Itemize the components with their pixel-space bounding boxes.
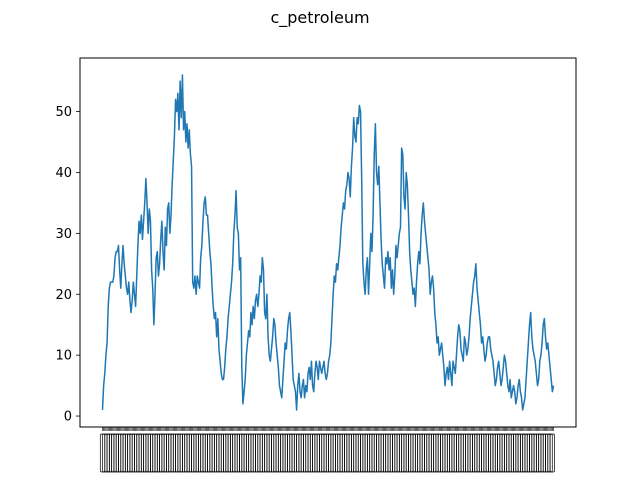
y-tick-label: 10	[55, 349, 72, 364]
y-axis: 0 10 20 30 40 50	[55, 105, 80, 425]
x-tick-label	[547, 433, 553, 473]
x-tick-label	[549, 433, 555, 473]
series-line	[101, 74, 555, 411]
y-tick-label: 40	[55, 166, 72, 181]
y-tick-label: 20	[55, 288, 72, 303]
y-tick-label: 50	[55, 105, 72, 120]
x-axis	[99, 427, 555, 473]
y-tick-label: 0	[64, 410, 72, 425]
y-tick-label: 30	[55, 227, 72, 242]
plot-data	[101, 74, 555, 411]
plot-frame	[79, 57, 577, 428]
chart-title: c_petroleum	[270, 8, 369, 28]
